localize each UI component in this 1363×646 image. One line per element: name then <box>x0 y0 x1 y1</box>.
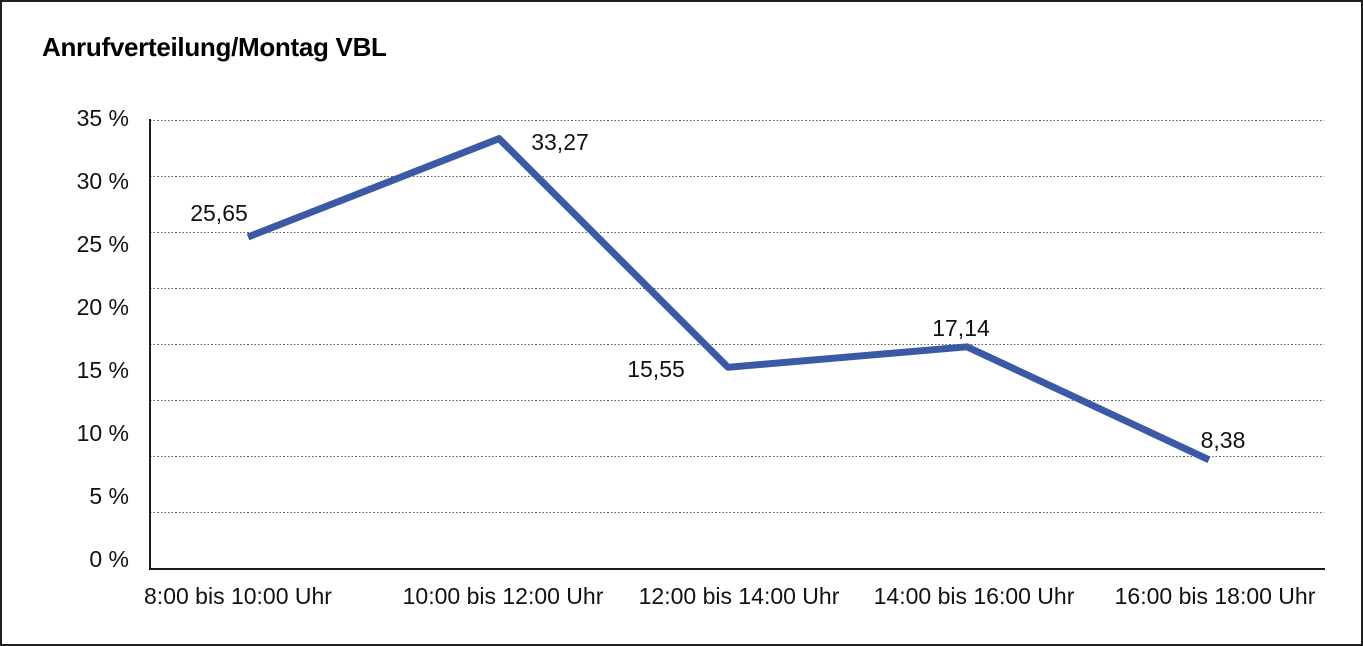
gridline <box>150 456 1324 457</box>
y-axis-tick-label: 10 % <box>76 420 129 446</box>
gridline <box>150 344 1324 345</box>
gridline <box>150 232 1324 233</box>
series-line <box>246 135 1211 463</box>
y-axis-tick-label: 5 % <box>89 483 129 509</box>
gridline <box>150 288 1324 289</box>
gridline <box>150 512 1324 513</box>
x-axis-tick-label: 10:00 bis 12:00 Uhr <box>402 583 604 609</box>
y-axis-tick-label: 25 % <box>76 231 129 257</box>
gridline <box>150 400 1324 401</box>
gridline <box>150 120 1324 121</box>
y-axis-tick-label: 30 % <box>76 168 129 194</box>
data-point-label: 8,38 <box>1200 427 1246 453</box>
y-axis-tick-label: 20 % <box>76 294 129 320</box>
gridline <box>150 176 1324 177</box>
y-axis-tick-label: 15 % <box>76 357 129 383</box>
data-point-label: 33,27 <box>531 129 589 155</box>
y-axis-tick-label: 0 % <box>89 546 129 572</box>
x-axis-tick-label: 12:00 bis 14:00 Uhr <box>638 583 840 609</box>
y-axis-tick-label: 35 % <box>76 105 129 131</box>
data-point-label: 25,65 <box>190 200 248 226</box>
x-axis-tick-label: 8:00 bis 10:00 Uhr <box>144 583 332 609</box>
x-axis-tick-label: 14:00 bis 16:00 Uhr <box>873 583 1075 609</box>
x-axis-line <box>149 568 1325 570</box>
data-point-label: 15,55 <box>627 356 685 382</box>
data-point-label: 17,14 <box>932 315 990 341</box>
y-axis-line <box>149 119 151 570</box>
x-axis-tick-label: 16:00 bis 18:00 Uhr <box>1114 583 1316 609</box>
chart-title: Anrufverteilung/Montag VBL <box>42 32 387 62</box>
